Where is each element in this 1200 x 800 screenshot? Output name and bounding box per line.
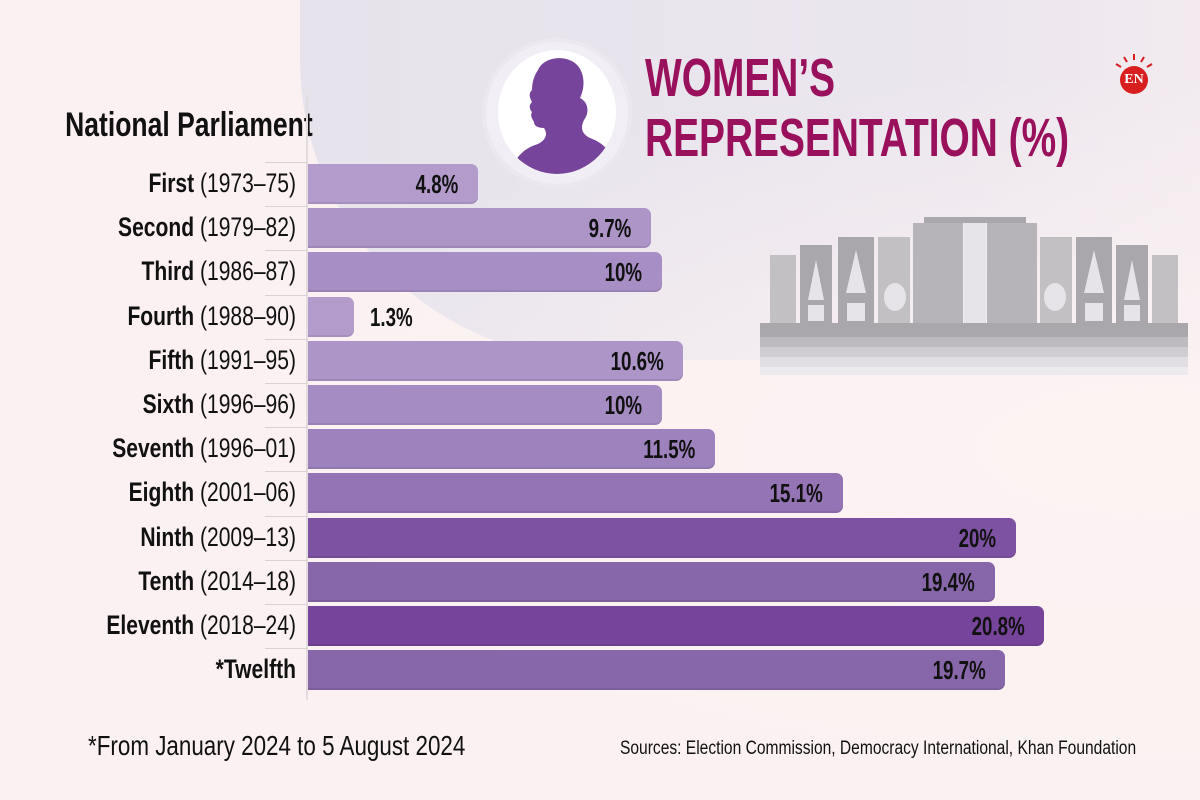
category-label: *Twelfth: [65, 654, 296, 685]
category-years: (2014–18): [194, 565, 296, 596]
category-label: Sixth (1996–96): [65, 389, 296, 420]
category-label: Ninth (2009–13): [65, 522, 296, 553]
bar: [308, 561, 995, 602]
woman-silhouette-portrait: [486, 42, 628, 184]
row-separator: [265, 427, 307, 429]
category-label: Eleventh (2018–24): [65, 610, 296, 641]
value-label: 20.8%: [971, 611, 1025, 641]
row-separator: [265, 162, 307, 163]
category-name: Seventh: [112, 433, 195, 464]
category-years: (2001–06): [194, 477, 296, 508]
row-separator: [265, 294, 307, 296]
category-years: (1996–96): [194, 389, 296, 419]
axis-header: National Parliament: [65, 106, 313, 144]
bar: [308, 606, 1045, 646]
category-years: (1986–87): [194, 256, 296, 287]
row-separator: [265, 471, 307, 473]
value-label: 4.8%: [415, 169, 458, 199]
category-years: (1996–01): [194, 433, 296, 464]
row-separator: [265, 338, 307, 340]
category-label: Fourth (1988–90): [65, 301, 296, 332]
category-years: (1991–95): [194, 344, 296, 375]
category-label: First (1973–75): [65, 168, 296, 199]
category-years: (1973–75): [194, 168, 296, 198]
category-name: Fifth: [148, 344, 195, 375]
value-label: 20%: [958, 522, 996, 553]
category-name: Sixth: [142, 389, 195, 419]
row-separator: [265, 648, 307, 650]
category-years: (2009–13): [194, 521, 296, 552]
category-years: (1988–90): [194, 300, 296, 331]
bar: [308, 164, 478, 204]
sources: Sources: Election Commission, Democracy …: [620, 738, 1137, 759]
category-years: (1979–82): [194, 212, 296, 243]
category-label: Eighth (2001–06): [65, 477, 296, 508]
chart-title: WOMEN’S REPRESENTATION (%): [645, 48, 1069, 168]
row-separator: [265, 250, 307, 252]
bar: [308, 517, 1016, 558]
category-label: Second (1979–82): [65, 212, 296, 243]
category-name: Eighth: [128, 477, 195, 508]
value-label: 10.6%: [610, 345, 664, 376]
category-name: Tenth: [138, 565, 195, 596]
bar: [308, 252, 662, 293]
category-name: *Twelfth: [215, 654, 296, 685]
bar: [308, 650, 1006, 691]
row-separator: [265, 206, 307, 208]
row-separator: [265, 383, 307, 384]
category-name: First: [148, 168, 195, 198]
value-label: 15.1%: [769, 478, 823, 509]
en-logo: EN: [1112, 52, 1156, 96]
footnote: *From January 2024 to 5 August 2024: [88, 730, 466, 761]
axis-line: [306, 95, 308, 700]
bar: [308, 208, 652, 249]
row-separator: [265, 559, 307, 561]
category-name: Eleventh: [106, 610, 195, 640]
value-label: 10%: [604, 390, 642, 420]
bar: [308, 340, 684, 381]
logo-text: EN: [1124, 72, 1144, 87]
category-name: Second: [118, 212, 195, 243]
value-label: 11.5%: [643, 434, 696, 465]
bar: [308, 429, 716, 470]
value-label: 10%: [604, 257, 642, 288]
category-label: Seventh (1996–01): [65, 433, 296, 464]
bar: [308, 473, 843, 514]
row-separator: [265, 515, 307, 517]
value-label: 9.7%: [588, 213, 632, 244]
value-label: 19.4%: [921, 566, 975, 597]
category-name: Fourth: [127, 300, 195, 331]
category-label: Fifth (1991–95): [65, 345, 296, 376]
title-line-1: WOMEN’S: [645, 48, 836, 108]
bar: [308, 385, 662, 425]
title-line-2: REPRESENTATION (%): [645, 108, 1070, 168]
category-name: Ninth: [140, 521, 195, 552]
value-label: 1.3%: [370, 301, 413, 332]
category-label: Tenth (2014–18): [65, 566, 296, 597]
category-years: (2018–24): [194, 610, 296, 640]
woman-silhouette-icon: [510, 58, 616, 174]
bar: [308, 296, 355, 337]
category-label: Third (1986–87): [65, 256, 296, 287]
category-name: Third: [141, 256, 195, 287]
sunburst-logo-icon: [1115, 54, 1153, 94]
row-separator: [265, 604, 307, 605]
value-label: 19.7%: [932, 655, 986, 686]
parliament-building-illustration: [750, 205, 1200, 385]
